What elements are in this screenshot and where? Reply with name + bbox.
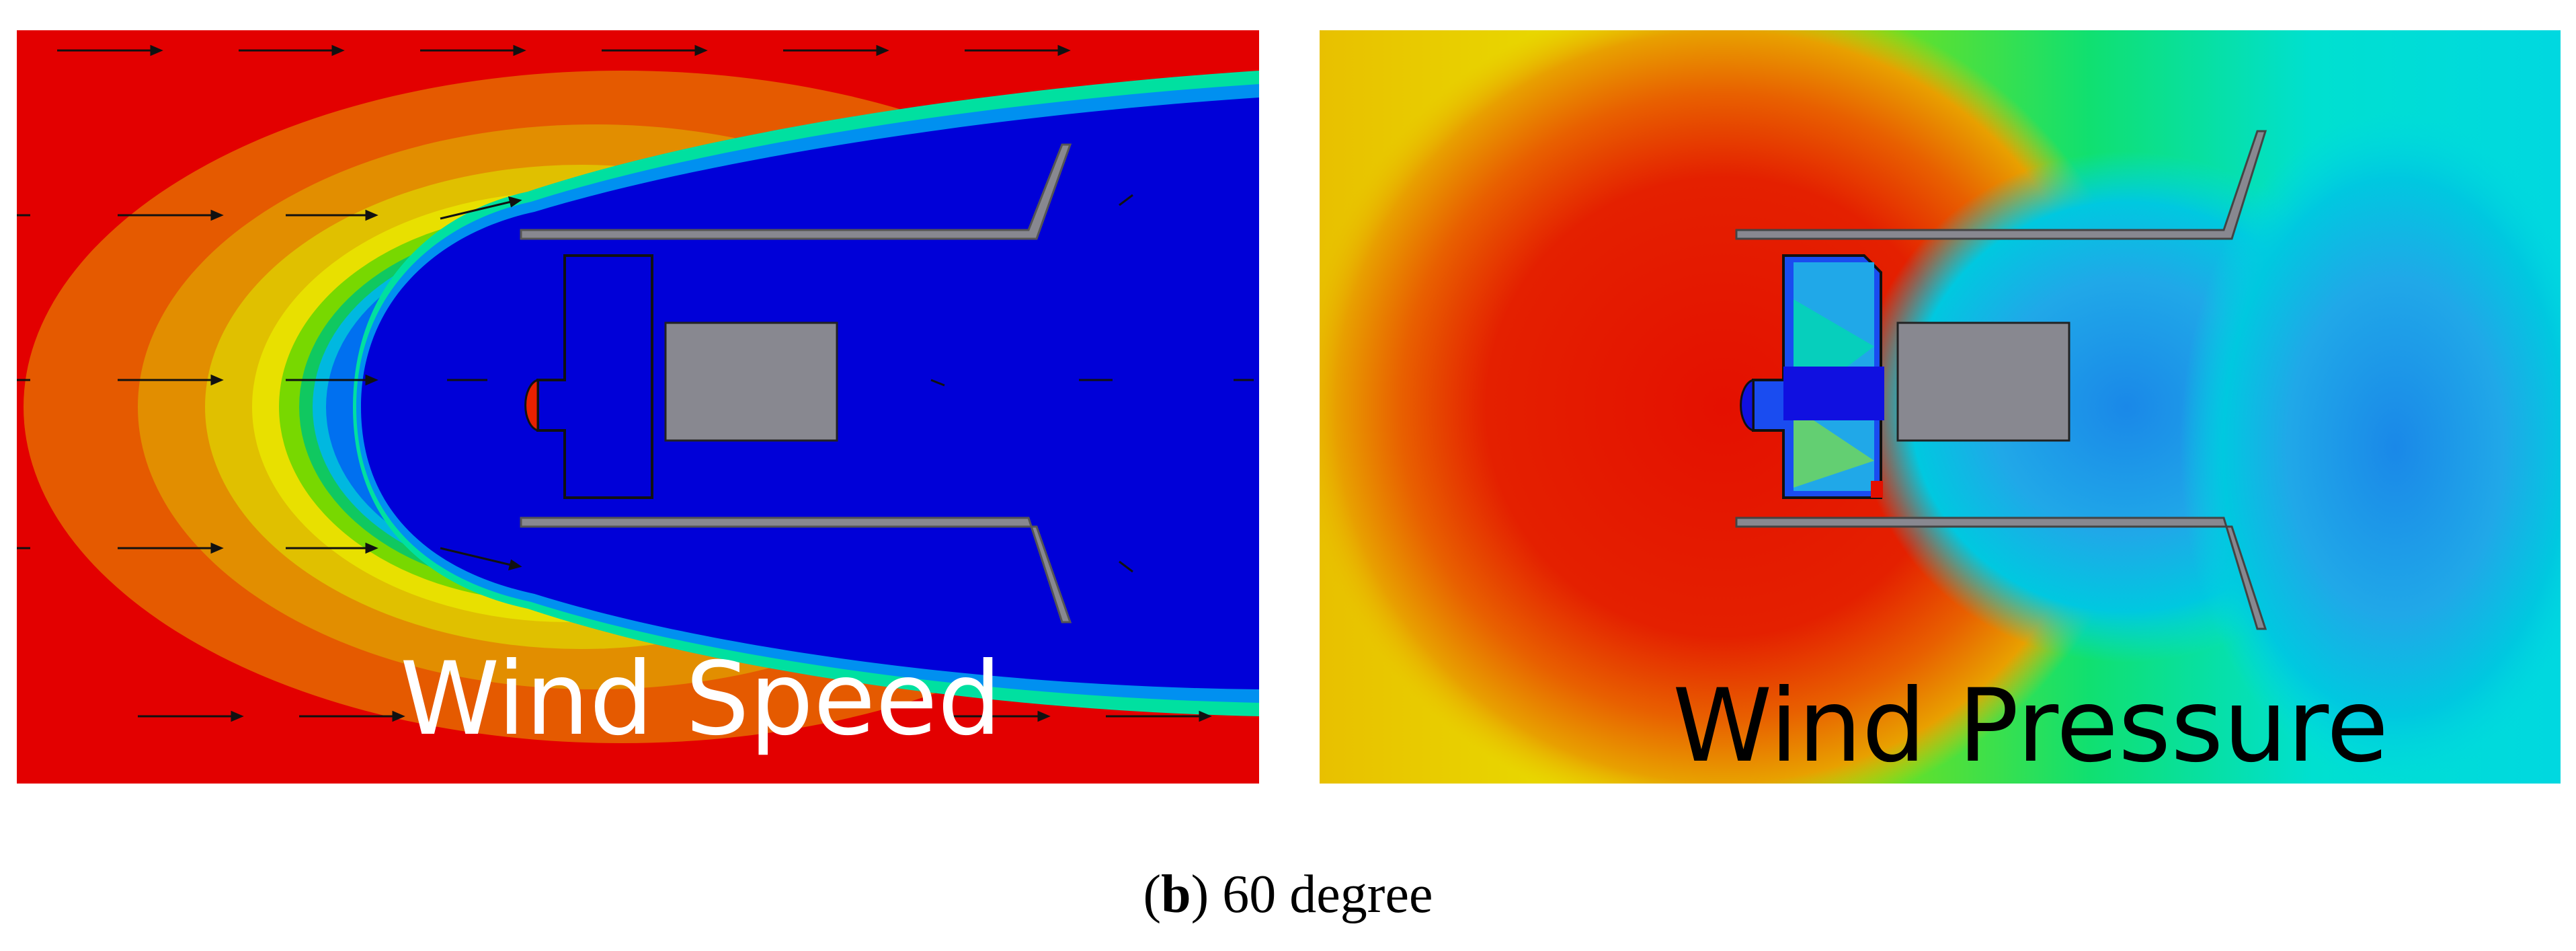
wind-speed-label: Wind Speed bbox=[400, 641, 1002, 758]
caption-open-paren: ( bbox=[1143, 865, 1162, 924]
wind-pressure-label: Wind Pressure bbox=[1673, 668, 2389, 784]
wind-pressure-contour-image bbox=[1320, 30, 2561, 784]
caption-letter: b bbox=[1161, 865, 1191, 924]
caption-text: 60 degree bbox=[1209, 865, 1433, 924]
figure-caption: (b) 60 degree bbox=[0, 868, 2576, 921]
wind-speed-contour-image bbox=[17, 30, 1259, 784]
wind-speed-panel: Wind Speed bbox=[17, 30, 1259, 784]
wind-pressure-panel: Wind Pressure bbox=[1320, 30, 2561, 784]
caption-close-paren: ) bbox=[1191, 865, 1209, 924]
